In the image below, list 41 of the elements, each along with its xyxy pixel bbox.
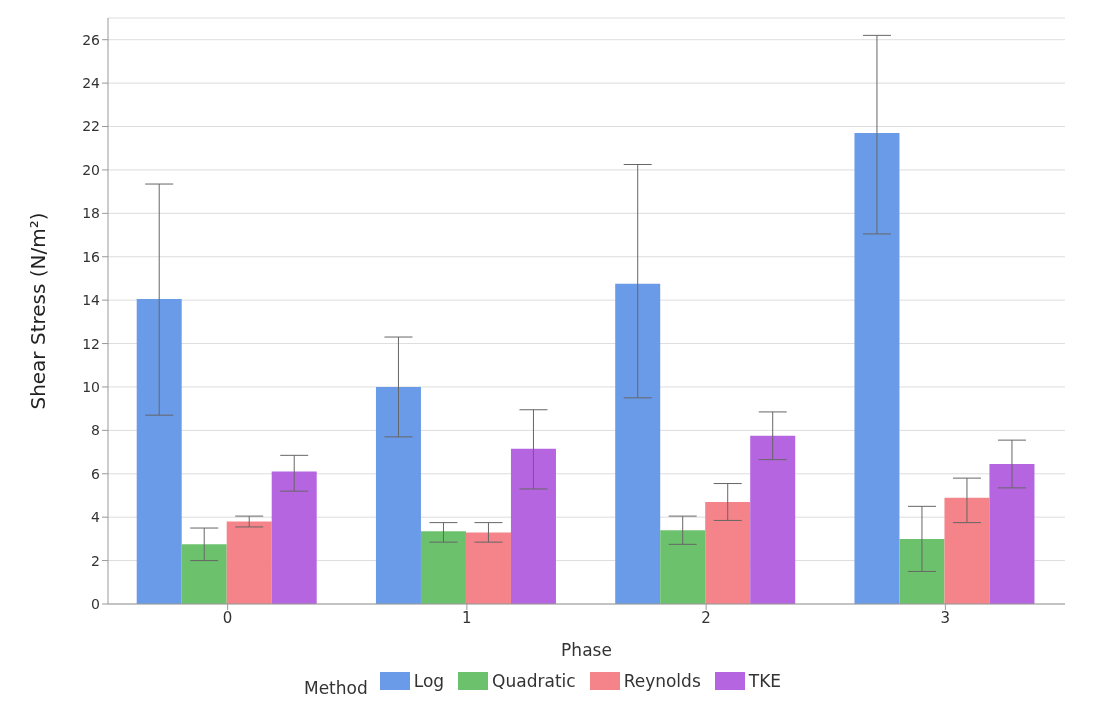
bar <box>750 435 796 604</box>
bar <box>899 538 945 604</box>
bar <box>705 501 751 604</box>
legend-label: Quadratic <box>491 671 576 691</box>
bar <box>375 386 421 604</box>
legend-label: Reynolds <box>622 671 701 691</box>
bar <box>854 133 900 604</box>
x-tick-label: 0 <box>222 608 233 627</box>
bar <box>660 530 706 604</box>
y-tick-label: 4 <box>91 509 101 526</box>
y-tick-label: 2 <box>91 552 100 569</box>
y-tick-label: 22 <box>82 118 100 135</box>
y-tick-label: 24 <box>82 75 101 92</box>
x-tick-label: 2 <box>701 608 711 627</box>
bar <box>271 471 317 604</box>
legend-label: TKE <box>747 671 782 691</box>
y-tick-label: 20 <box>82 161 100 178</box>
bar <box>465 532 511 604</box>
legend-label: Log <box>412 671 445 691</box>
y-tick-label: 18 <box>82 205 100 222</box>
bar <box>181 544 227 604</box>
y-axis-title: Shear Stress (N/m²) <box>26 212 51 410</box>
y-tick-label: 10 <box>82 378 100 395</box>
y-tick-label: 16 <box>82 248 101 265</box>
bar <box>944 497 990 604</box>
bar <box>510 448 556 604</box>
y-tick-label: 12 <box>82 335 100 352</box>
y-tick-label: 6 <box>91 465 101 482</box>
y-tick-label: 0 <box>91 595 100 612</box>
y-tick-label: 14 <box>82 292 101 309</box>
legend-title: Method <box>303 678 368 698</box>
bar <box>989 464 1035 604</box>
bar <box>615 283 661 604</box>
y-tick-label: 26 <box>82 31 101 48</box>
x-tick-label: 3 <box>940 608 951 627</box>
bar <box>136 299 182 604</box>
bar <box>420 531 466 604</box>
y-tick-label: 8 <box>91 422 100 439</box>
x-tick-label: 1 <box>462 608 472 627</box>
x-axis-title: Phase <box>561 640 612 660</box>
bar <box>226 521 272 604</box>
